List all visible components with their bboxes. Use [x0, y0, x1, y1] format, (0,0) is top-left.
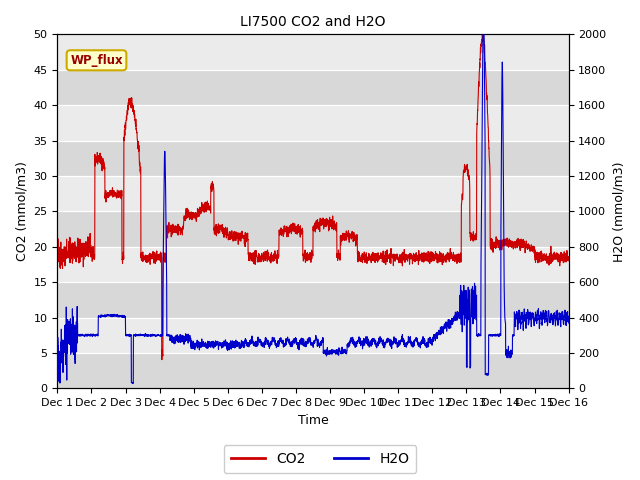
Bar: [58, 141, 568, 176]
Bar: [58, 353, 568, 388]
Bar: [58, 211, 568, 247]
X-axis label: Time: Time: [298, 414, 328, 427]
Bar: [58, 176, 568, 211]
Bar: [58, 35, 568, 70]
Legend: CO2, H2O: CO2, H2O: [223, 445, 417, 473]
Bar: [58, 318, 568, 353]
Text: WP_flux: WP_flux: [70, 54, 123, 67]
Y-axis label: CO2 (mmol/m3): CO2 (mmol/m3): [15, 161, 28, 261]
Title: LI7500 CO2 and H2O: LI7500 CO2 and H2O: [240, 15, 386, 29]
Bar: [58, 247, 568, 282]
Y-axis label: H2O (mmol/m3): H2O (mmol/m3): [612, 161, 625, 262]
Bar: [58, 282, 568, 318]
Bar: [58, 70, 568, 105]
Bar: [58, 105, 568, 141]
